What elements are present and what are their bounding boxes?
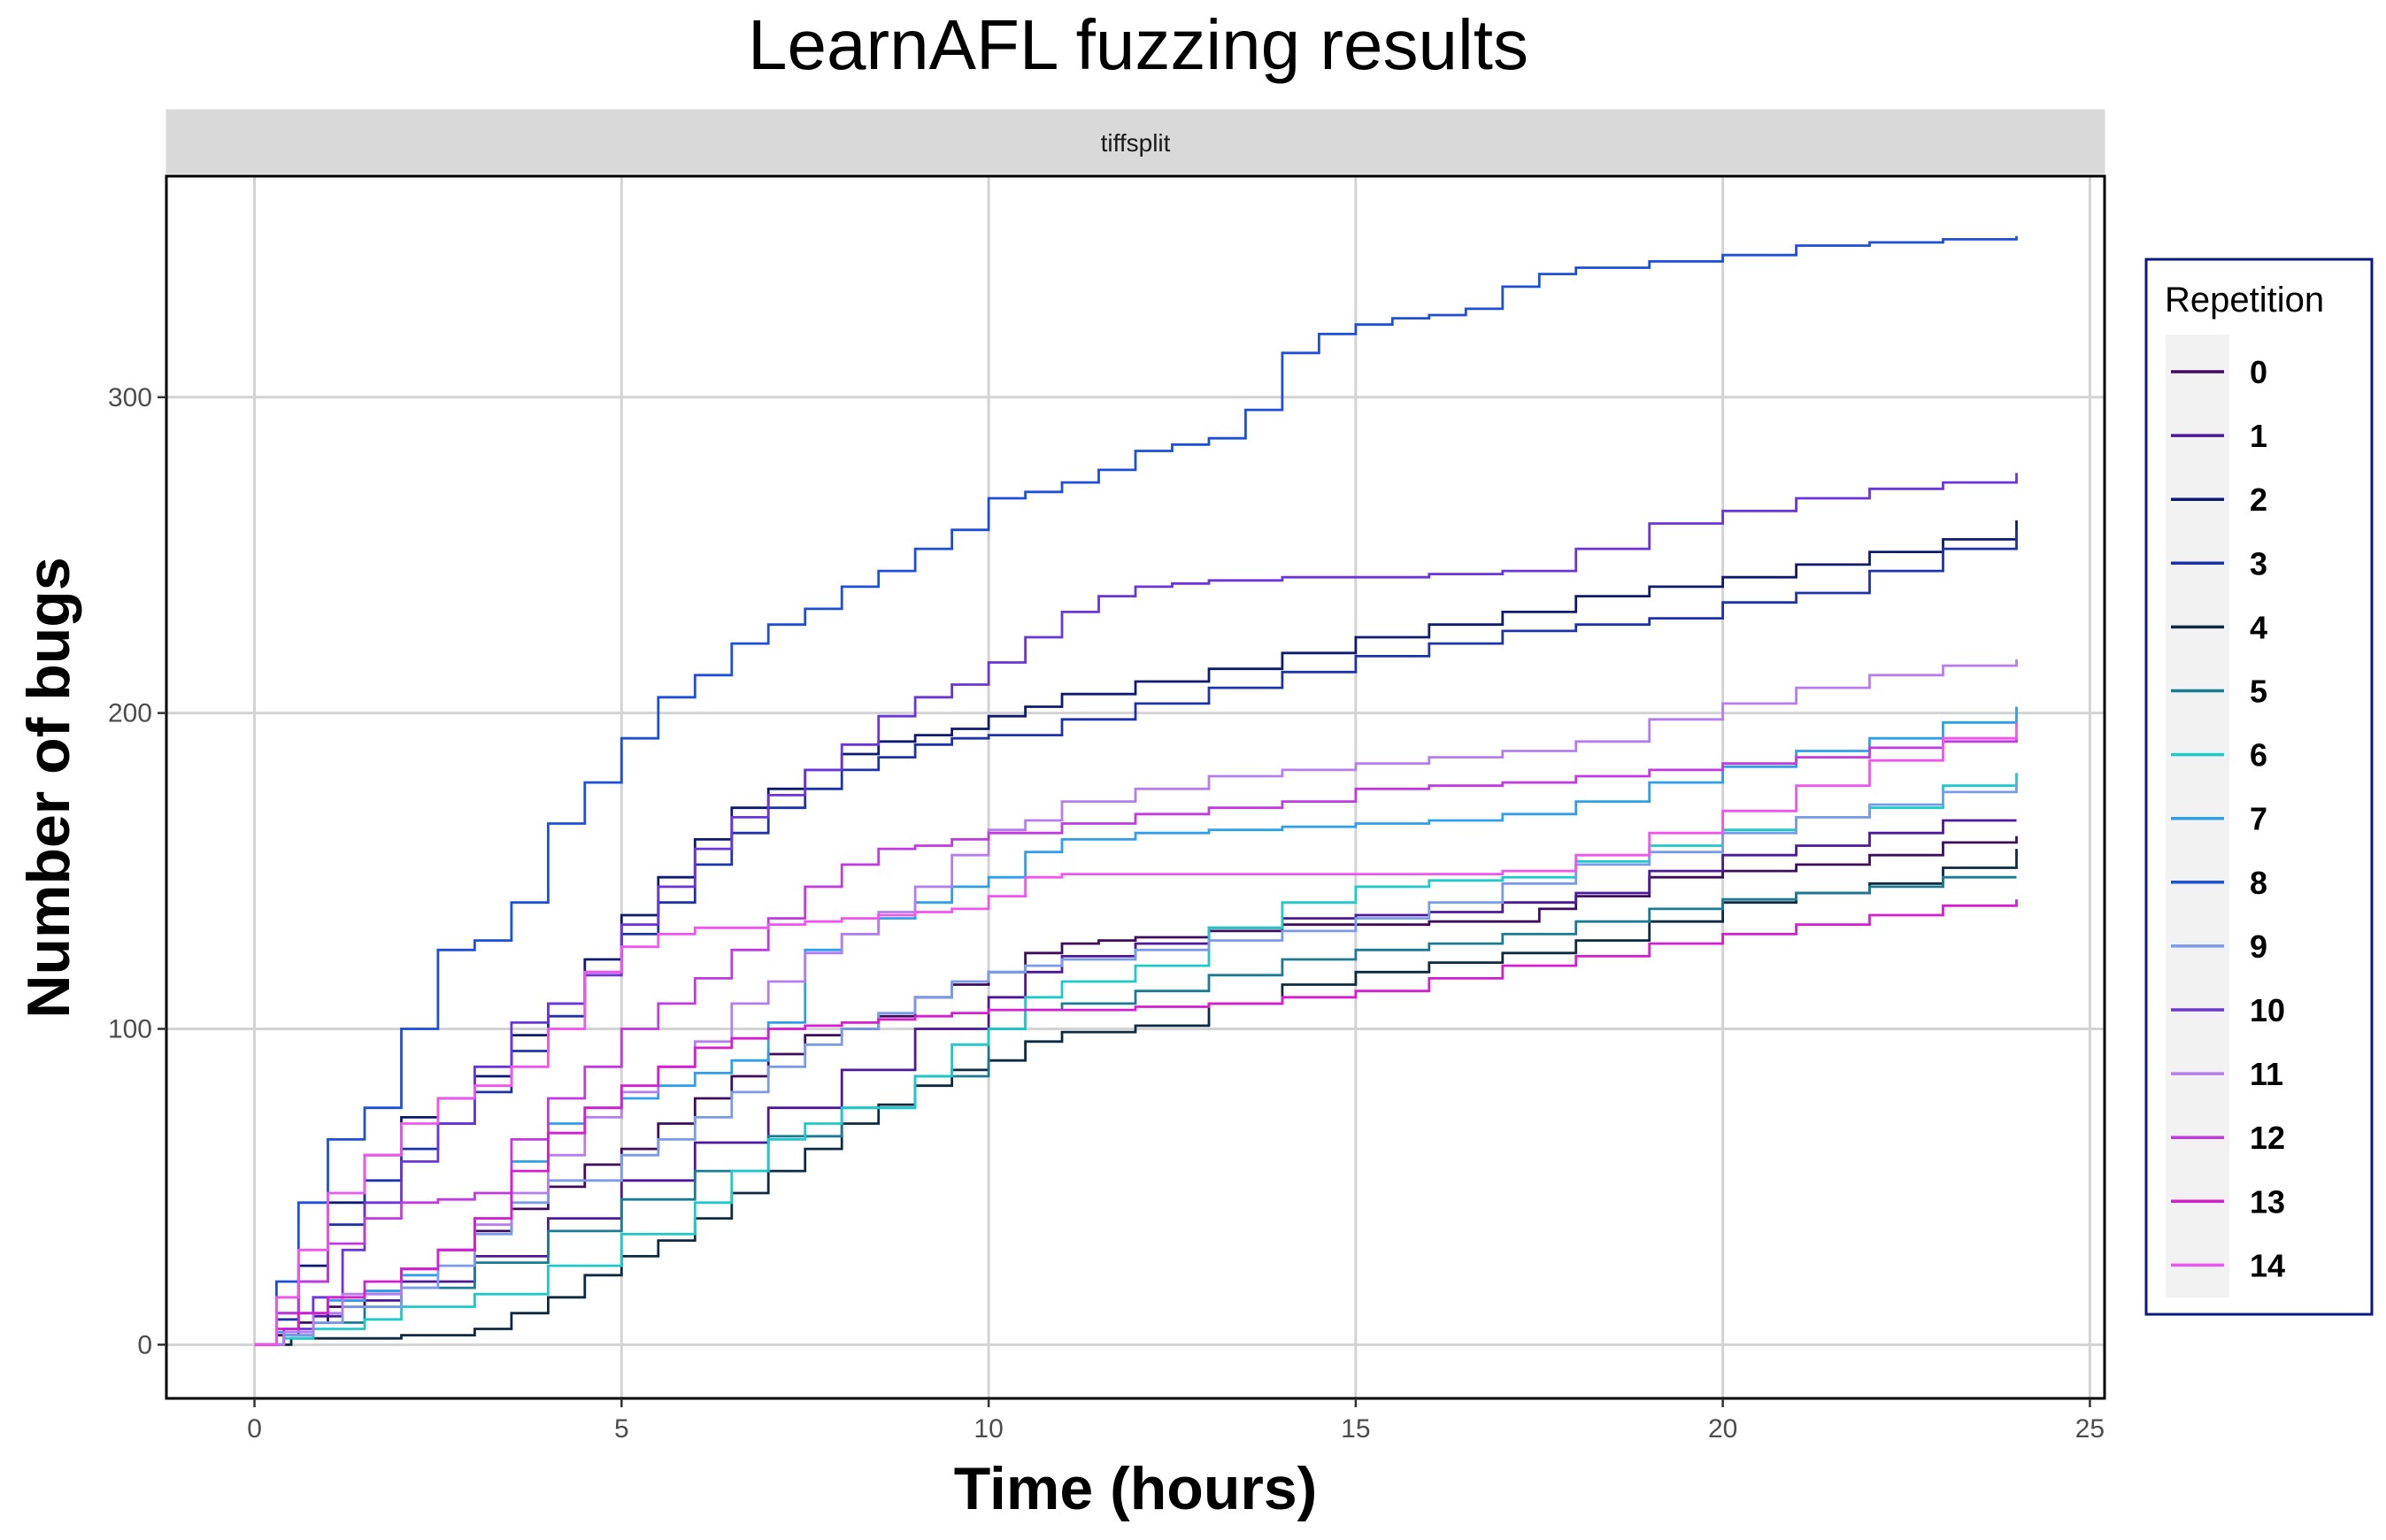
y-tick-label: 0 xyxy=(137,1330,152,1359)
legend-label-2: 2 xyxy=(2250,481,2267,518)
legend-label-13: 13 xyxy=(2250,1183,2285,1220)
x-tick-label: 10 xyxy=(974,1414,1003,1444)
legend-label-5: 5 xyxy=(2250,674,2267,710)
series-line-1 xyxy=(254,819,2017,1346)
x-tick-label: 20 xyxy=(1708,1414,1737,1444)
x-tick-label: 0 xyxy=(247,1414,262,1444)
legend-label-10: 10 xyxy=(2250,992,2285,1028)
legend-label-7: 7 xyxy=(2250,801,2267,837)
legend-label-4: 4 xyxy=(2250,609,2267,645)
legend-label-9: 9 xyxy=(2250,928,2267,965)
series-lines xyxy=(254,235,2018,1346)
facet-strip-label: tiffsplit xyxy=(1101,129,1171,157)
series-line-13 xyxy=(254,899,2018,1346)
x-tick-label: 15 xyxy=(1341,1414,1370,1444)
legend-title: Repetition xyxy=(2165,281,2324,320)
legend-label-0: 0 xyxy=(2250,354,2267,390)
y-axis-title: Number of bugs xyxy=(15,557,82,1018)
legend-label-14: 14 xyxy=(2250,1247,2285,1283)
plot-panel xyxy=(166,176,2105,1398)
series-line-12 xyxy=(254,738,2018,1346)
x-axis-title: Time (hours) xyxy=(954,1455,1318,1522)
chart-title: LearnAFL fuzzing results xyxy=(748,5,1528,84)
facet-strip xyxy=(165,109,2105,174)
series-line-4 xyxy=(254,849,2018,1346)
legend-label-8: 8 xyxy=(2250,865,2267,901)
legend-label-12: 12 xyxy=(2250,1120,2285,1156)
y-tick-label: 100 xyxy=(108,1014,152,1043)
legend-label-6: 6 xyxy=(2250,737,2267,774)
y-tick-label: 300 xyxy=(108,383,152,412)
legend-label-3: 3 xyxy=(2250,545,2267,581)
x-tick-label: 5 xyxy=(614,1414,629,1444)
plot-border xyxy=(165,174,2106,1400)
series-line-10 xyxy=(254,473,2018,1346)
series-line-9 xyxy=(254,782,2018,1346)
y-tick-label: 200 xyxy=(108,699,152,728)
x-tick-label: 25 xyxy=(2075,1414,2105,1444)
legend-label-11: 11 xyxy=(2250,1056,2283,1092)
axis-ticks: 0 5 10 15 20 25 0 100 200 300 xyxy=(108,383,2105,1444)
series-line-8 xyxy=(254,235,2018,1346)
series-line-14 xyxy=(254,722,2018,1346)
legend-label-1: 1 xyxy=(2250,418,2267,454)
legend-key-background xyxy=(2166,335,2229,1297)
